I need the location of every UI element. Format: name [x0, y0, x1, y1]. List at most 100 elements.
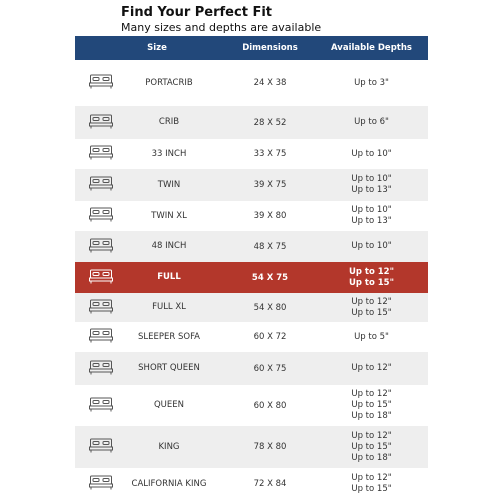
- bed-icon: [89, 237, 113, 256]
- depth: Up to 18": [351, 411, 392, 421]
- header-cell: Dimensions: [242, 43, 298, 53]
- depth: Up to 18": [351, 452, 392, 463]
- depth: Up to 12": [351, 473, 392, 483]
- depth: Up to 15": [351, 400, 392, 410]
- depth: Up to 12": [348, 266, 395, 277]
- title: Find Your Perfect Fit: [121, 5, 272, 20]
- size-cell: CRIB: [75, 106, 225, 139]
- bed-icon: [89, 298, 113, 317]
- depth: Up to 6": [354, 117, 389, 127]
- table-row: SHORT QUEEN 60 X 75 Up to 12": [75, 352, 428, 385]
- dimensions: 39 X 80: [253, 211, 287, 221]
- dimensions: 33 X 75: [253, 149, 287, 159]
- table-row: 48 INCH 48 X 75 Up to 10": [75, 231, 428, 262]
- bed-icon: [89, 74, 113, 93]
- bed-icon: [89, 176, 113, 195]
- depth: Up to 12": [351, 296, 392, 307]
- size-cell: TWIN XL: [75, 201, 225, 231]
- bed-icon: [89, 113, 113, 132]
- depths-cell: Up to 12" Up to 15" Up to 18": [315, 389, 428, 422]
- dimensions: 39 X 75: [253, 180, 287, 190]
- depth: Up to 5": [354, 331, 389, 342]
- dimensions: 72 X 84: [253, 479, 287, 489]
- depth: Up to 10": [351, 205, 392, 215]
- depth: Up to 12": [351, 389, 392, 399]
- size-cell: CALIFORNIA KING: [75, 468, 225, 500]
- bed-icon: [89, 328, 113, 347]
- header-row: Size Dimensions Available Depths: [75, 36, 428, 60]
- dimensions: 54 X 75: [251, 272, 289, 283]
- size-label: QUEEN: [153, 400, 184, 410]
- size-cell: QUEEN: [75, 385, 225, 426]
- bed-icon: [89, 359, 113, 378]
- size-label: 33 INCH: [151, 148, 187, 159]
- dimensions: 24 X 38: [253, 78, 287, 88]
- depth: Up to 15": [351, 484, 392, 494]
- size-cell: 48 INCH: [75, 231, 225, 262]
- table-row: KING 78 X 80 Up to 12" Up to 15" Up to 18": [75, 426, 428, 468]
- size-table: Size Dimensions Available Depths PORTACRIB 2…: [75, 36, 428, 500]
- dimensions: 60 X 80: [253, 400, 287, 411]
- depths-cell: Up to 12" Up to 15": [315, 473, 428, 495]
- depths-cell: Up to 10": [315, 241, 428, 252]
- table-row: 33 INCH 33 X 75 Up to 10": [75, 139, 428, 169]
- bed-icon: [89, 438, 113, 457]
- depths-cell: Up to 12" Up to 15": [315, 297, 428, 319]
- size-label: SHORT QUEEN: [138, 363, 200, 373]
- depth: Up to 3": [354, 77, 389, 88]
- table-row: PORTACRIB 24 X 38 Up to 3": [75, 60, 428, 106]
- table-row: TWIN 39 X 75 Up to 10" Up to 13": [75, 169, 428, 201]
- size-cell: KING: [75, 426, 225, 468]
- table-row: FULL 54 X 75 Up to 12" Up to 15": [75, 262, 428, 293]
- header-cell: Size: [75, 36, 225, 60]
- depths-cell: Up to 12" Up to 15" Up to 18": [315, 431, 428, 464]
- bed-icon: [89, 145, 113, 164]
- size-cell: FULL: [75, 262, 225, 293]
- size-cell: SLEEPER SOFA: [75, 322, 225, 352]
- size-label: SLEEPER SOFA: [138, 331, 200, 342]
- size-cell: 33 INCH: [75, 139, 225, 169]
- table-row: QUEEN 60 X 80 Up to 12" Up to 15" Up to 18": [75, 385, 428, 426]
- dimensions: 48 X 75: [253, 241, 287, 252]
- depths-cell: Up to 3": [315, 78, 428, 89]
- depths-cell: Up to 10": [315, 149, 428, 160]
- dimensions: 60 X 75: [253, 363, 287, 374]
- dimensions: 60 X 72: [253, 332, 287, 342]
- size-label: FULL: [157, 272, 181, 282]
- size-label: FULL XL: [152, 302, 186, 312]
- table-row: TWIN XL 39 X 80 Up to 10" Up to 13": [75, 201, 428, 231]
- table-row: CRIB 28 X 52 Up to 6": [75, 106, 428, 139]
- depth: Up to 15": [351, 307, 392, 318]
- depth: Up to 10": [351, 241, 392, 251]
- depth: Up to 13": [351, 185, 392, 195]
- size-label: CALIFORNIA KING: [131, 478, 207, 489]
- header-cell: Available Depths: [331, 42, 412, 53]
- depth: Up to 12": [351, 430, 392, 441]
- size-label: CRIB: [158, 117, 180, 127]
- subtitle: Many sizes and depths are available: [121, 21, 322, 34]
- size-label: 48 INCH: [151, 241, 187, 251]
- table-row: CALIFORNIA KING 72 X 84 Up to 12" Up to 15": [75, 468, 428, 500]
- bed-icon: [89, 396, 113, 415]
- size-cell: FULL XL: [75, 293, 225, 322]
- size-label: KING: [158, 441, 180, 452]
- depths-cell: Up to 12": [315, 363, 428, 374]
- header-text: Size: [147, 42, 167, 53]
- table-row: SLEEPER SOFA 60 X 72 Up to 5": [75, 322, 428, 352]
- depths-cell: Up to 6": [315, 117, 428, 128]
- bed-icon: [89, 475, 113, 494]
- size-label: PORTACRIB: [145, 77, 193, 88]
- dimensions: 78 X 80: [253, 442, 287, 452]
- bed-icon: [89, 268, 113, 287]
- dimensions: 54 X 80: [253, 302, 287, 313]
- depths-cell: Up to 5": [315, 332, 428, 343]
- depths-cell: Up to 10" Up to 13": [315, 174, 428, 196]
- bed-icon: [89, 207, 113, 226]
- depth: Up to 15": [351, 441, 392, 452]
- depths-cell: Up to 12" Up to 15": [315, 267, 428, 289]
- depth: Up to 15": [348, 277, 395, 288]
- size-cell: PORTACRIB: [75, 60, 225, 106]
- size-cell: SHORT QUEEN: [75, 352, 225, 385]
- depth: Up to 10": [351, 148, 392, 159]
